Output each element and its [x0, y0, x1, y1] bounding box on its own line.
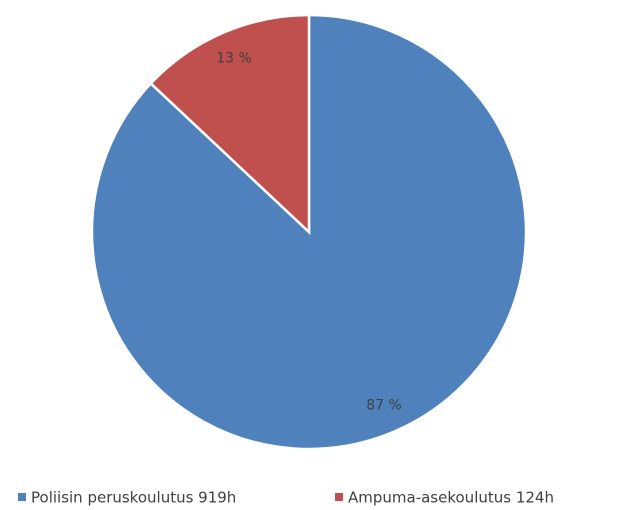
legend-label: Ampuma-asekoulutus 124h	[348, 489, 554, 507]
legend-label: Poliisin peruskoulutus 919h	[31, 489, 236, 507]
data-label: 13 %	[216, 51, 252, 67]
data-label: 87 %	[366, 397, 402, 413]
legend-swatch	[18, 493, 26, 501]
pie-slice	[149, 13, 311, 235]
legend-swatch	[335, 493, 343, 501]
